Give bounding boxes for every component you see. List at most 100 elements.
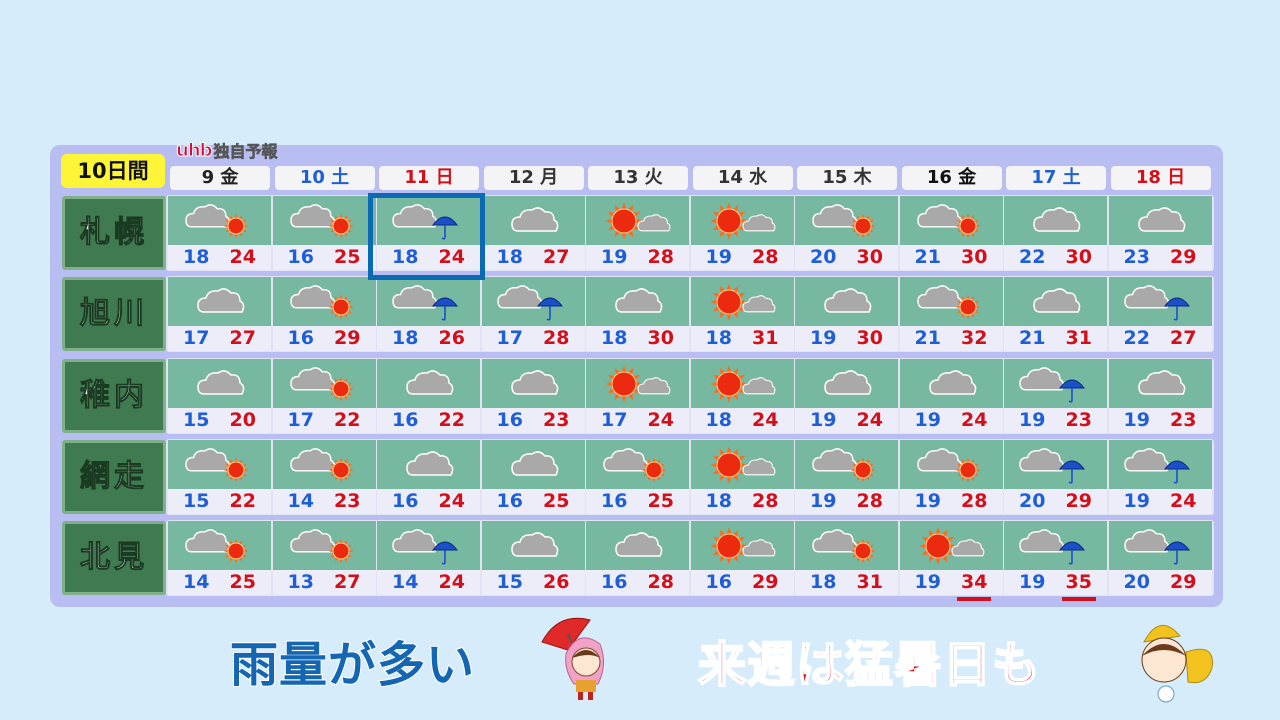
weather-icon-area [1108,439,1212,489]
forecast-cell: 13 27 [272,521,376,596]
weather-icon-area [377,196,480,245]
sun-icon [328,294,353,320]
weather-icon-area [377,358,480,408]
day-header: 10 土 [274,166,375,190]
sun-cloud-icon [709,446,775,484]
cloud-icon [928,369,976,395]
cloud-sun-icon [185,448,249,483]
sun-icon [605,202,643,240]
weather-icon-area [1004,277,1107,327]
sun-cloud-icon [605,202,671,240]
low-temp: 17 [496,327,523,350]
sun-icon [709,446,748,484]
mascot-umbrella-icon [541,617,604,700]
temperature-area: 19 35 [1004,570,1107,602]
weather-icon-area [1108,277,1212,327]
low-temp: 18 [705,327,732,350]
weather-icon-area [795,521,898,571]
cloud-icon [197,288,245,314]
temperature-area: 19 28 [795,488,898,514]
sun-icon [955,457,980,483]
umbrella-icon [431,216,459,240]
cloud-icon [1033,207,1081,232]
cloud-icon [510,532,558,557]
highlight-box [368,193,485,280]
cloud-icon [289,366,335,391]
sun-icon [709,202,748,240]
weather-icon-area [481,196,585,245]
low-temp: 21 [914,246,941,268]
cloud-icon [741,376,775,394]
temperature-area: 19 34 [899,570,1003,602]
sun-cloud-icon [709,527,775,565]
low-temp: 18 [705,408,732,431]
high-temp: 31 [752,327,779,350]
cloud-icon [185,448,231,472]
cloud-icon [510,207,558,232]
forecast-cell: 21 30 [899,196,1003,270]
low-temp: 19 [1019,408,1046,431]
low-temp: 19 [1123,408,1150,431]
temperature-area: 16 25 [481,488,585,514]
low-temp: 16 [287,246,314,268]
low-temp: 14 [287,489,314,512]
high-temp: 22 [438,408,465,431]
high-temp: 23 [543,408,570,431]
temperature-area: 20 30 [795,245,898,270]
cloud-umbrella-icon [1019,448,1086,484]
cloud-icon [615,532,663,557]
cloud-icon [824,288,872,314]
weather-icon-area [899,439,1003,489]
forecast-cell: 20 30 [795,196,898,270]
day-header: 13 火 [588,166,688,190]
temperature-area: 18 28 [690,488,794,514]
day-header: 16 金 [901,166,1002,190]
weather-icon-area [795,439,898,489]
temperature-area: 16 24 [377,488,480,514]
cloud-umbrella-icon [392,204,459,240]
low-temp: 18 [392,246,419,268]
umbrella-icon [1058,460,1086,484]
weather-icon-area [586,277,689,327]
high-temp: 28 [752,489,779,512]
city-label: 北見 [62,521,166,596]
period-label: 10日間 [61,154,165,188]
weather-icon-area [168,439,271,489]
cloud-icon [197,369,245,395]
cloud-icon [824,369,872,395]
high-temp: 26 [438,327,465,350]
cloud-icon [615,532,663,557]
high-temp: 28 [961,489,988,512]
temperature-area: 20 29 [1004,488,1107,514]
sun-cloud-icon [709,283,775,321]
forecast-cell: 16 24 [377,439,480,514]
high-temp: 24 [438,246,465,268]
temperature-area: 16 22 [377,407,480,433]
sun-icon [709,364,748,403]
high-temp: 24 [647,408,674,431]
cloud-sun-icon [916,448,980,483]
high-temp: 35 [1061,571,1097,602]
cloud-icon [615,288,663,314]
high-temp: 23 [1170,408,1197,431]
high-temp: 27 [543,246,570,268]
cloud-icon [406,369,454,395]
high-temp: 24 [438,571,465,594]
forecast-cell: 21 31 [1004,277,1107,352]
weather-icon-area [1004,439,1107,489]
low-temp: 15 [496,571,523,594]
weather-icon-area [586,439,689,489]
weather-icon-area [1004,196,1107,245]
temperature-area: 18 31 [690,326,794,352]
temperature-area: 19 30 [795,326,898,352]
low-temp: 19 [914,571,941,594]
caption-heavy-rain: 雨量が多い [229,636,476,694]
low-temp: 18 [810,571,837,594]
cloud-umbrella-icon [1019,529,1086,565]
cloud-sun-icon [916,204,980,239]
weather-icon-area [1004,521,1107,571]
forecast-cell: 19 24 [795,358,898,433]
high-temp: 30 [1065,246,1092,268]
high-temp: 32 [961,327,988,350]
forecast-cell: 20 29 [1004,439,1107,514]
